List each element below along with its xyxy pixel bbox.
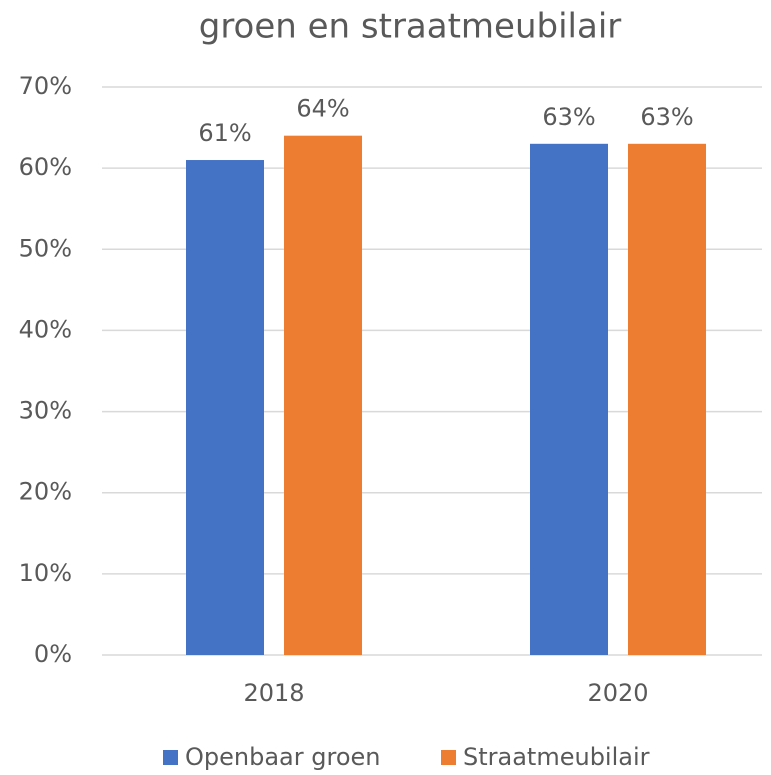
- bar: [284, 135, 362, 655]
- y-tick-label: 70%: [19, 72, 72, 100]
- y-tick-label: 0%: [34, 640, 72, 668]
- y-tick-label: 40%: [19, 315, 72, 343]
- y-tick-label: 30%: [19, 397, 72, 425]
- bar: [628, 143, 706, 656]
- y-tick-label: 20%: [19, 478, 72, 506]
- chart-title: groen en straatmeubilair: [199, 7, 622, 47]
- y-tick-label: 60%: [19, 153, 72, 181]
- bar: [186, 160, 264, 655]
- bar: [530, 143, 608, 656]
- data-label: 61%: [198, 119, 251, 147]
- data-label: 63%: [640, 103, 693, 131]
- legend-label: Openbaar groen: [185, 743, 380, 771]
- legend-swatch: [441, 750, 456, 765]
- x-tick-label: 2020: [587, 679, 648, 707]
- y-tick-label: 50%: [19, 234, 72, 262]
- data-label: 64%: [296, 95, 349, 123]
- x-tick-label: 2018: [243, 679, 304, 707]
- data-label: 63%: [542, 103, 595, 131]
- y-tick-label: 10%: [19, 559, 72, 587]
- legend-label: Straatmeubilair: [463, 743, 650, 771]
- legend-swatch: [163, 750, 178, 765]
